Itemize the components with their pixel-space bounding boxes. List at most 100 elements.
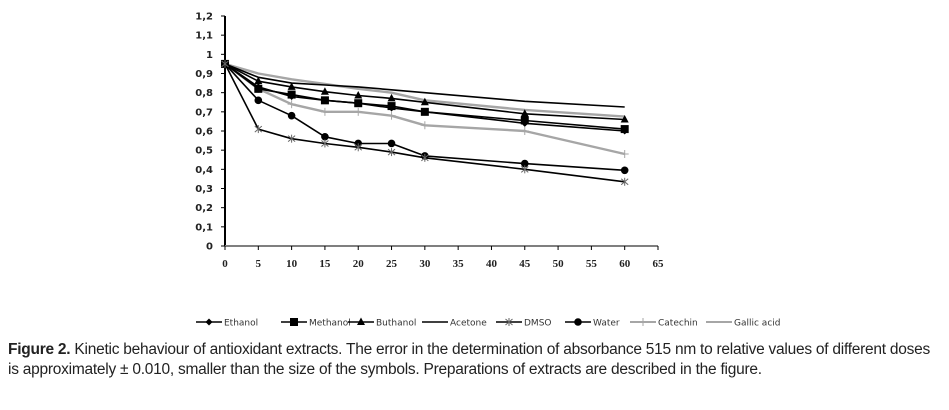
chart: 0 0,1 0,2 0,3 0,4 0,5 0,6 0,7 0,8 0,9 1 1,1 1,2 0 5 10 1… xyxy=(195,12,780,329)
series-gallic-acid xyxy=(224,62,625,118)
y-tick-label: 0,8 xyxy=(195,88,213,99)
y-tick-label: 0,4 xyxy=(195,165,213,176)
data-point-water xyxy=(387,139,396,148)
data-point-ethanol xyxy=(421,108,429,116)
legend-item-ethanol: Ethanol xyxy=(196,318,258,329)
x-tick-label: 20 xyxy=(353,258,365,270)
legend-label-dmso: DMSO xyxy=(524,319,552,329)
data-point-buthanol xyxy=(620,115,629,123)
data-point-ethanol xyxy=(354,99,362,107)
data-point-catechin xyxy=(620,150,629,158)
figure-label: Figure 2. xyxy=(8,341,71,358)
data-point-buthanol xyxy=(387,93,396,102)
y-tick-label: 0,7 xyxy=(195,107,213,118)
series-buthanol xyxy=(221,59,629,123)
data-point-ethanol xyxy=(254,83,262,91)
legend-marker-catechin xyxy=(639,318,647,326)
legend-marker-methanol xyxy=(290,318,298,326)
data-point-dmso xyxy=(321,139,329,148)
data-point-dmso xyxy=(354,143,363,152)
data-point-dmso xyxy=(287,134,296,143)
x-tick-label: 50 xyxy=(553,258,565,270)
data-point-catechin xyxy=(354,107,363,116)
data-point-water xyxy=(520,159,529,168)
y-tick-label: 0 xyxy=(206,242,213,253)
data-point-ethanol xyxy=(388,104,396,112)
x-tick-label: 0 xyxy=(222,258,228,270)
x-tick-label: 60 xyxy=(619,258,631,270)
legend-item-water: Water xyxy=(565,318,620,329)
y-tick-label: 0,6 xyxy=(195,127,213,138)
data-point-water xyxy=(321,132,329,141)
data-point-dmso xyxy=(421,153,429,162)
x-tick-label: 35 xyxy=(453,258,465,270)
series-line-ethanol xyxy=(224,63,625,132)
data-point-water xyxy=(254,96,263,105)
data-point-buthanol xyxy=(254,76,263,85)
data-point-dmso xyxy=(620,177,629,186)
y-tick-label: 1,1 xyxy=(195,31,213,42)
legend-item-gallic-acid: Gallic acid xyxy=(706,319,780,329)
y-tick-label: 0,3 xyxy=(195,184,213,195)
data-point-ethanol xyxy=(321,96,329,104)
legend-label-water: Water xyxy=(593,319,620,329)
caption-text: Kinetic behaviour of antioxidant extract… xyxy=(8,341,931,378)
data-point-dmso xyxy=(221,59,229,68)
legend-item-acetone: Acetone xyxy=(422,319,487,329)
data-point-catechin xyxy=(420,121,429,130)
legend-marker-ethanol xyxy=(205,318,213,326)
y-tick-label: 1,2 xyxy=(195,12,213,23)
x-tick-label: 55 xyxy=(586,258,598,270)
data-point-catechin xyxy=(387,111,396,120)
legend-item-dmso: DMSO xyxy=(496,318,552,329)
data-point-dmso xyxy=(387,148,396,157)
legend-item-methanol: Methanol xyxy=(281,318,351,329)
legend-marker-dmso xyxy=(505,318,513,326)
legend-label-ethanol: Ethanol xyxy=(224,319,258,329)
data-point-buthanol xyxy=(354,91,363,99)
data-point-buthanol xyxy=(520,109,529,117)
data-point-catechin xyxy=(287,100,296,109)
series-acetone xyxy=(224,63,625,108)
series-line-gallic-acid xyxy=(224,62,625,118)
y-tick-label: 1 xyxy=(206,50,213,61)
x-tick-label: 45 xyxy=(519,258,531,270)
y-tick-label: 0,2 xyxy=(195,203,213,214)
legend: Ethanol Methanol Buthanol Acetone DMSO Water C… xyxy=(196,317,780,329)
legend-marker-buthanol xyxy=(357,317,365,325)
data-point-dmso xyxy=(520,165,529,174)
x-tick-label: 5 xyxy=(256,258,262,270)
data-point-catechin xyxy=(320,107,329,116)
legend-label-buthanol: Buthanol xyxy=(376,319,416,329)
data-point-ethanol xyxy=(521,119,529,127)
series-ethanol xyxy=(221,60,629,135)
legend-item-buthanol: Buthanol xyxy=(348,317,416,329)
y-tick-label: 0,9 xyxy=(195,69,213,80)
x-tick-label: 25 xyxy=(386,258,398,270)
series-line-acetone xyxy=(224,63,625,108)
x-tick-label: 10 xyxy=(286,258,298,270)
series-layer xyxy=(221,59,629,186)
legend-label-gallic-acid: Gallic acid xyxy=(734,319,780,329)
legend-item-catechin: Catechin xyxy=(630,318,698,329)
legend-label-methanol: Methanol xyxy=(309,319,351,329)
series-line-methanol xyxy=(224,63,625,130)
axes: 0 0,1 0,2 0,3 0,4 0,5 0,6 0,7 0,8 0,9 1 1,1 1,2 0 5 10 1… xyxy=(195,12,664,271)
x-tick-label: 15 xyxy=(319,258,331,270)
y-tick-label: 0,5 xyxy=(195,146,213,157)
data-point-dmso xyxy=(254,125,263,134)
data-point-buthanol xyxy=(320,87,329,95)
series-dmso xyxy=(221,59,629,186)
y-tick-label: 0,1 xyxy=(195,222,213,233)
data-point-buthanol xyxy=(287,82,296,90)
x-tick-label: 65 xyxy=(653,258,665,270)
data-point-buthanol xyxy=(420,97,429,106)
legend-label-catechin: Catechin xyxy=(658,319,698,329)
legend-marker-water xyxy=(574,318,582,326)
data-point-ethanol xyxy=(621,127,629,135)
data-point-water xyxy=(287,111,296,120)
data-point-catechin xyxy=(520,127,529,135)
figure-caption: Figure 2. Kinetic behaviour of antioxida… xyxy=(8,340,944,380)
x-tick-label: 40 xyxy=(486,258,498,270)
data-point-ethanol xyxy=(288,93,296,100)
